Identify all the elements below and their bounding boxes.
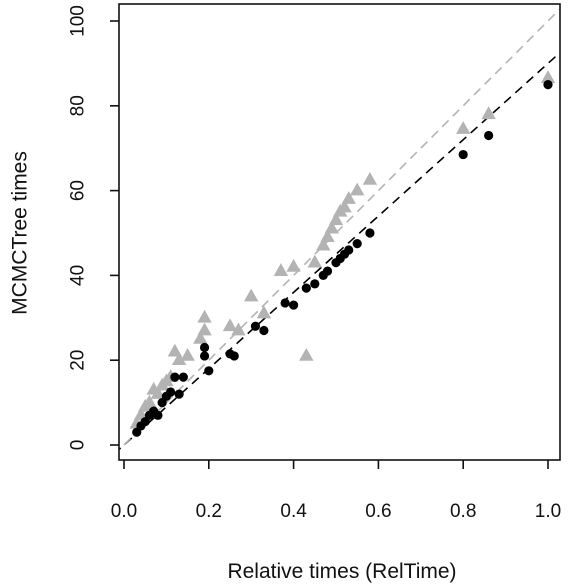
x-tick-label: 0.6 xyxy=(365,501,391,522)
point-triangle xyxy=(244,288,259,302)
x-tick-label: 0.2 xyxy=(196,501,222,522)
point-triangle xyxy=(231,322,246,336)
point-circle xyxy=(229,351,239,361)
point-triangle xyxy=(456,121,471,134)
y-tick-label: 0 xyxy=(68,440,89,451)
point-triangle xyxy=(316,237,331,251)
y-tick-label: 100 xyxy=(68,5,89,37)
point-triangle xyxy=(307,254,322,268)
axes: 0.0 0.2 0.4 0.6 0.8 1.0 0 20 40 60 80 100 Relative t… xyxy=(9,3,561,583)
point-triangle xyxy=(350,182,365,196)
point-circle xyxy=(458,149,468,160)
point-triangle xyxy=(222,318,238,332)
point-circle xyxy=(199,351,210,361)
point-triangle xyxy=(273,263,289,276)
plot-frame xyxy=(118,3,561,461)
y-tick-label: 40 xyxy=(68,265,89,286)
point-circle xyxy=(543,80,553,90)
point-circle xyxy=(280,298,290,308)
x-tick-label: 0.4 xyxy=(280,501,307,522)
reference-line-1 xyxy=(119,51,560,451)
y-tick-label: 20 xyxy=(68,350,89,371)
point-triangle xyxy=(142,394,157,408)
point-circle xyxy=(310,279,320,289)
point-circle xyxy=(301,283,311,293)
point-triangle xyxy=(150,386,166,399)
point-circle xyxy=(322,266,333,276)
point-triangle xyxy=(341,191,356,204)
point-triangle xyxy=(167,343,183,357)
point-circle xyxy=(250,321,261,331)
point-circle xyxy=(259,325,269,336)
point-circle xyxy=(199,342,210,353)
point-triangle xyxy=(286,258,301,272)
x-tick-label: 0.0 xyxy=(111,501,137,522)
point-circle xyxy=(344,245,354,255)
point-triangle xyxy=(256,305,272,319)
point-circle xyxy=(153,410,163,420)
point-triangle xyxy=(171,352,187,365)
point-circle xyxy=(365,228,375,238)
x-tick-label: 1.0 xyxy=(535,501,561,522)
point-circle xyxy=(352,239,362,249)
x-axis-title: Relative times (RelTime) xyxy=(227,560,456,583)
point-circle xyxy=(289,300,299,310)
data-points xyxy=(129,70,556,437)
point-triangle xyxy=(337,199,352,213)
point-circle xyxy=(178,372,188,382)
point-triangle xyxy=(180,347,195,361)
y-tick-label: 60 xyxy=(68,180,89,201)
point-circle xyxy=(166,387,176,397)
x-tick-label: 0.8 xyxy=(450,501,476,522)
point-triangle xyxy=(481,106,496,120)
point-triangle xyxy=(328,212,344,226)
reference-line-2 xyxy=(119,7,560,452)
y-tick-label: 80 xyxy=(68,95,89,116)
point-triangle xyxy=(362,172,378,185)
point-triangle xyxy=(324,220,339,234)
point-circle xyxy=(174,389,184,399)
point-circle xyxy=(484,130,494,141)
y-axis-title: MCMCTree times xyxy=(9,151,32,315)
point-triangle xyxy=(197,309,212,323)
point-circle xyxy=(204,366,214,376)
point-triangle xyxy=(133,407,149,421)
reference-lines xyxy=(119,7,560,452)
point-triangle xyxy=(197,322,212,336)
point-triangle xyxy=(540,70,556,84)
point-triangle xyxy=(299,347,314,361)
point-triangle xyxy=(193,331,208,344)
point-circle xyxy=(170,372,180,382)
point-triangle xyxy=(320,229,335,243)
